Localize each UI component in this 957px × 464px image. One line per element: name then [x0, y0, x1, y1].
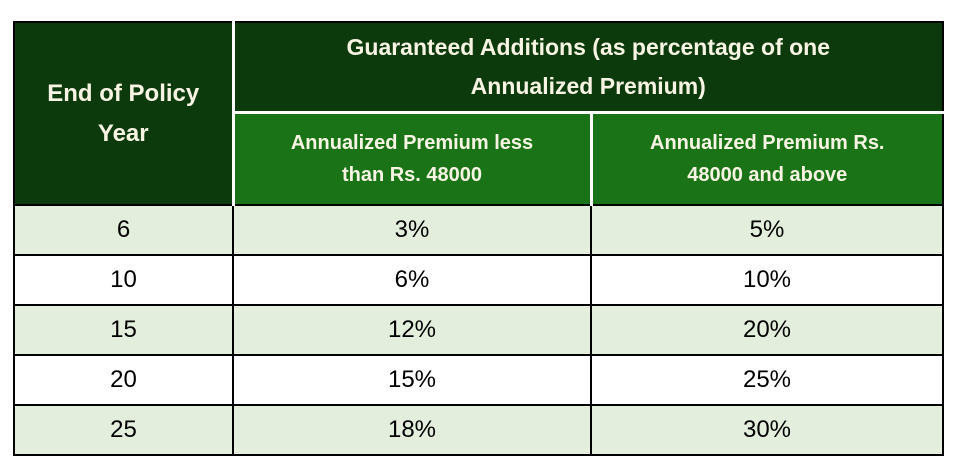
addition-48000-and-above-cell: 20% — [589, 304, 945, 356]
column-header-premium-48000-and-above: Annualized Premium Rs. 48000 and above — [591, 112, 945, 206]
addition-48000-and-above-cell: 10% — [589, 254, 945, 306]
guaranteed-additions-table: End of Policy Year Guaranteed Additions … — [13, 21, 945, 456]
policy-year-cell: 10 — [13, 254, 234, 306]
policy-year-cell: 15 — [13, 304, 234, 356]
addition-less-than-48000-cell: 3% — [232, 204, 592, 256]
policy-year-cell: 25 — [13, 404, 234, 456]
addition-less-than-48000-cell: 15% — [232, 354, 592, 406]
policy-year-cell: 20 — [13, 354, 234, 406]
table-row: 20 15% 25% — [13, 354, 945, 406]
column-header-end-of-policy-year: End of Policy Year — [13, 21, 235, 206]
group-header-guaranteed-additions: Guaranteed Additions (as percentage of o… — [231, 21, 945, 114]
addition-less-than-48000-cell: 6% — [232, 254, 592, 306]
header-row-subcolumns: Annualized Premium less than Rs. 48000 A… — [14, 112, 945, 206]
table-row: 10 6% 10% — [13, 254, 945, 306]
header-row-group: End of Policy Year Guaranteed Additions … — [13, 21, 945, 206]
column-header-premium-less-than-48000: Annualized Premium less than Rs. 48000 — [231, 112, 593, 206]
policy-year-cell: 6 — [13, 204, 234, 256]
table-row: 6 3% 5% — [13, 204, 945, 256]
addition-less-than-48000-cell: 18% — [232, 404, 592, 456]
addition-less-than-48000-cell: 12% — [232, 304, 592, 356]
table-row: 25 18% 30% — [13, 404, 945, 456]
addition-48000-and-above-cell: 5% — [589, 204, 945, 256]
addition-48000-and-above-cell: 30% — [589, 404, 945, 456]
table-row: 15 12% 20% — [13, 304, 945, 356]
addition-48000-and-above-cell: 25% — [589, 354, 945, 406]
